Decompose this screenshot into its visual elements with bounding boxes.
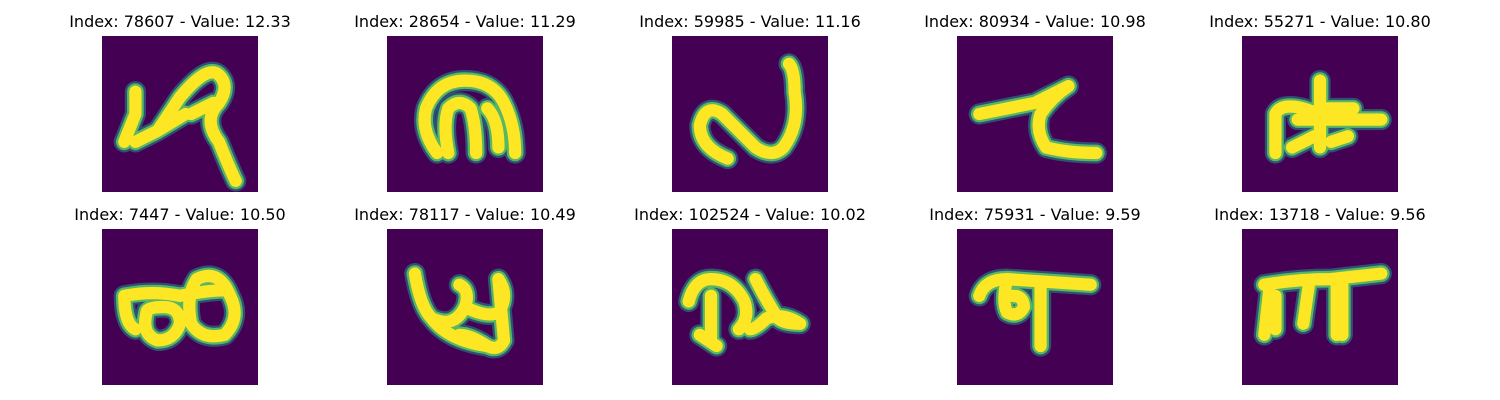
panel-title: Index: 55271 - Value: 10.80 bbox=[1209, 12, 1431, 31]
image-panel: Index: 78607 - Value: 12.33 bbox=[50, 12, 310, 194]
character-image bbox=[387, 229, 543, 385]
character-stroke bbox=[973, 273, 1097, 353]
character-stroke bbox=[693, 57, 803, 165]
character-image bbox=[1242, 36, 1398, 192]
character-stroke bbox=[408, 267, 511, 354]
image-panel: Index: 75931 - Value: 9.59 bbox=[905, 205, 1165, 387]
panel-title: Index: 28654 - Value: 11.29 bbox=[354, 12, 576, 31]
character-image bbox=[387, 36, 543, 192]
image-panel: Index: 13718 - Value: 9.56 bbox=[1190, 205, 1450, 387]
character-stroke bbox=[118, 66, 242, 187]
character-stroke bbox=[973, 80, 1103, 160]
panel-title: Index: 102524 - Value: 10.02 bbox=[634, 205, 866, 224]
character-stroke bbox=[418, 74, 522, 160]
character-image bbox=[957, 229, 1113, 385]
image-panel: Index: 78117 - Value: 10.49 bbox=[335, 205, 595, 387]
character-stroke bbox=[1269, 74, 1388, 160]
panel-title: Index: 13718 - Value: 9.56 bbox=[1214, 205, 1426, 224]
image-panel: Index: 59985 - Value: 11.16 bbox=[620, 12, 880, 194]
panel-title: Index: 78117 - Value: 10.49 bbox=[354, 205, 576, 224]
panel-title: Index: 78607 - Value: 12.33 bbox=[69, 12, 291, 31]
character-stroke bbox=[118, 269, 241, 347]
panel-title: Index: 75931 - Value: 9.59 bbox=[929, 205, 1141, 224]
character-image bbox=[672, 229, 828, 385]
image-panel: Index: 28654 - Value: 11.29 bbox=[335, 12, 595, 194]
image-panel: Index: 7447 - Value: 10.50 bbox=[50, 205, 310, 387]
character-image bbox=[672, 36, 828, 192]
panel-title: Index: 80934 - Value: 10.98 bbox=[924, 12, 1146, 31]
character-image bbox=[102, 229, 258, 385]
character-stroke bbox=[1258, 267, 1388, 341]
character-image bbox=[957, 36, 1113, 192]
image-panel: Index: 55271 - Value: 10.80 bbox=[1190, 12, 1450, 194]
character-image bbox=[1242, 229, 1398, 385]
panel-title: Index: 7447 - Value: 10.50 bbox=[74, 205, 286, 224]
image-panel: Index: 80934 - Value: 10.98 bbox=[905, 12, 1165, 194]
character-stroke bbox=[682, 273, 807, 353]
image-panel: Index: 102524 - Value: 10.02 bbox=[620, 205, 880, 387]
panel-title: Index: 59985 - Value: 11.16 bbox=[639, 12, 861, 31]
character-image bbox=[102, 36, 258, 192]
